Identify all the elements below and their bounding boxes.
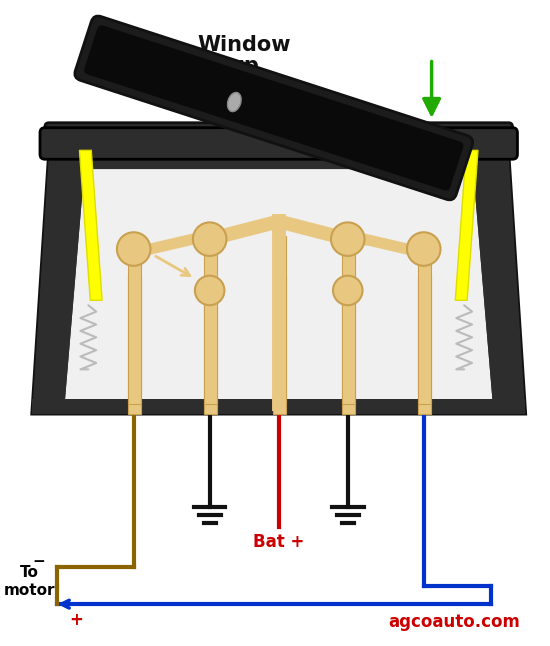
Circle shape — [195, 276, 224, 305]
Text: Bat +: Bat + — [253, 533, 304, 551]
Bar — [418, 276, 431, 413]
Circle shape — [333, 276, 362, 305]
Polygon shape — [32, 154, 525, 413]
FancyBboxPatch shape — [45, 123, 513, 158]
Bar — [273, 276, 285, 413]
Bar — [342, 236, 355, 404]
Bar — [342, 276, 355, 413]
Polygon shape — [79, 151, 102, 300]
FancyBboxPatch shape — [84, 25, 464, 191]
Bar — [273, 236, 285, 404]
Bar — [128, 276, 141, 413]
Bar — [204, 236, 217, 404]
Text: agcoauto.com: agcoauto.com — [388, 613, 520, 631]
Bar — [418, 236, 431, 404]
Polygon shape — [455, 151, 478, 300]
Circle shape — [117, 233, 151, 266]
Bar — [128, 236, 141, 404]
Bar — [204, 276, 217, 413]
Circle shape — [407, 233, 441, 266]
Text: To
motor: To motor — [3, 565, 55, 598]
Circle shape — [331, 222, 365, 256]
FancyBboxPatch shape — [40, 128, 518, 160]
Text: Window
up: Window up — [197, 35, 291, 76]
Polygon shape — [473, 154, 525, 413]
Bar — [32, 399, 525, 413]
Polygon shape — [65, 169, 493, 404]
FancyBboxPatch shape — [75, 16, 473, 200]
Polygon shape — [32, 154, 84, 413]
Text: −: − — [32, 554, 46, 569]
Circle shape — [193, 222, 227, 256]
Ellipse shape — [228, 92, 241, 112]
Text: +: + — [69, 611, 84, 629]
